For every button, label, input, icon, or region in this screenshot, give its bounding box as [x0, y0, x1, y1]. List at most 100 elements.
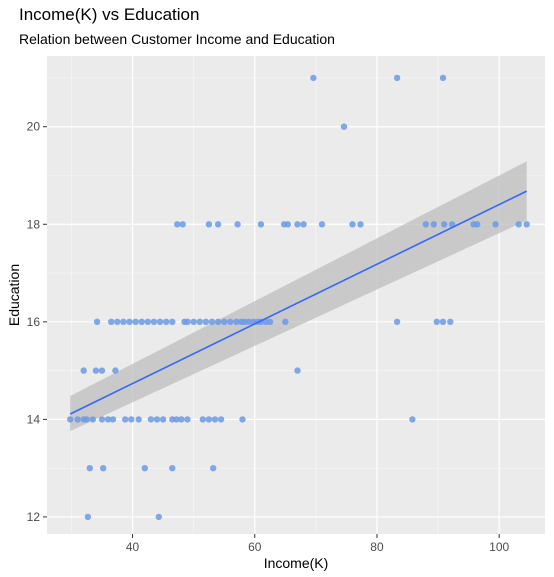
data-point [239, 416, 246, 423]
data-point [422, 221, 429, 228]
data-point [122, 416, 129, 423]
data-point [199, 416, 206, 423]
data-point [441, 221, 448, 228]
data-point [300, 221, 307, 228]
data-point [108, 318, 115, 325]
data-point [294, 367, 301, 374]
data-point [318, 221, 326, 228]
data-point [447, 318, 454, 325]
data-point [214, 318, 222, 325]
data-point [135, 416, 142, 423]
confidence-band-layer [70, 161, 527, 432]
data-point [169, 465, 176, 472]
y-tick-label: 20 [27, 120, 41, 134]
trend-line [69, 190, 528, 415]
data-point [128, 416, 135, 423]
data-point [357, 221, 364, 228]
data-point [234, 221, 241, 228]
data-point [202, 318, 210, 325]
y-tick-label: 18 [27, 217, 41, 231]
data-point [284, 221, 291, 228]
data-point [294, 221, 301, 228]
x-tick-label: 80 [370, 540, 384, 554]
data-point [93, 318, 101, 325]
data-point [221, 318, 228, 325]
data-point [208, 318, 216, 325]
data-point [409, 416, 416, 423]
data-point [310, 74, 317, 82]
data-point [156, 318, 164, 325]
data-point [100, 465, 107, 472]
data-point [233, 318, 240, 325]
data-point [138, 318, 145, 325]
data-point [132, 318, 139, 325]
data-point [104, 416, 112, 423]
data-point [205, 416, 213, 423]
chart-subtitle: Relation between Customer Income and Edu… [19, 31, 335, 47]
x-tick-label: 60 [248, 540, 262, 554]
data-point [190, 318, 197, 325]
x-tick-label: 40 [126, 540, 140, 554]
data-point [98, 416, 106, 423]
data-point [515, 221, 522, 228]
data-point [84, 513, 92, 521]
data-point [114, 318, 121, 325]
data-point [153, 416, 161, 423]
data-point [266, 318, 274, 325]
data-point [141, 465, 148, 472]
data-point [126, 318, 133, 325]
data-point [214, 221, 222, 228]
data-point [89, 416, 97, 423]
data-point [205, 221, 213, 228]
data-point [439, 318, 447, 325]
x-axis-title: Income(K) [264, 555, 329, 571]
data-point [340, 123, 348, 130]
data-point [150, 318, 158, 325]
data-point [196, 318, 203, 325]
data-point [98, 367, 106, 374]
data-point [144, 318, 151, 325]
data-point [439, 74, 447, 82]
data-point [210, 465, 217, 472]
data-point [217, 416, 225, 423]
data-point [227, 318, 234, 325]
y-tick-label: 14 [27, 412, 41, 426]
data-point [282, 318, 289, 325]
data-point [74, 416, 81, 423]
x-tick-label: 100 [489, 540, 509, 554]
data-point [163, 318, 170, 325]
data-point [169, 318, 176, 325]
y-tick-label: 16 [27, 315, 41, 329]
data-point [109, 416, 117, 423]
data-point [120, 318, 127, 325]
data-point [179, 221, 186, 228]
data-point [83, 416, 90, 423]
data-point [174, 221, 181, 228]
chart-title: Income(K) vs Education [19, 5, 200, 24]
data-point [257, 221, 265, 228]
data-point [433, 318, 440, 325]
data-point [492, 221, 499, 228]
data-point [173, 416, 180, 423]
data-point [393, 318, 401, 325]
y-axis-title: Education [6, 264, 22, 326]
data-point [178, 416, 185, 423]
data-point [474, 221, 481, 228]
data-point [430, 221, 437, 228]
data-point [80, 367, 87, 374]
data-point [523, 221, 530, 228]
data-point [67, 416, 74, 423]
data-point [184, 416, 191, 423]
data-point [349, 221, 356, 228]
data-point [112, 367, 119, 374]
trend-line-layer [69, 190, 528, 415]
data-point [92, 367, 100, 374]
data-point [86, 465, 94, 472]
data-point [245, 318, 252, 325]
minor-gridlines [47, 56, 545, 534]
data-point [211, 416, 219, 423]
points-layer [67, 74, 530, 521]
y-tick-label: 12 [27, 510, 41, 524]
